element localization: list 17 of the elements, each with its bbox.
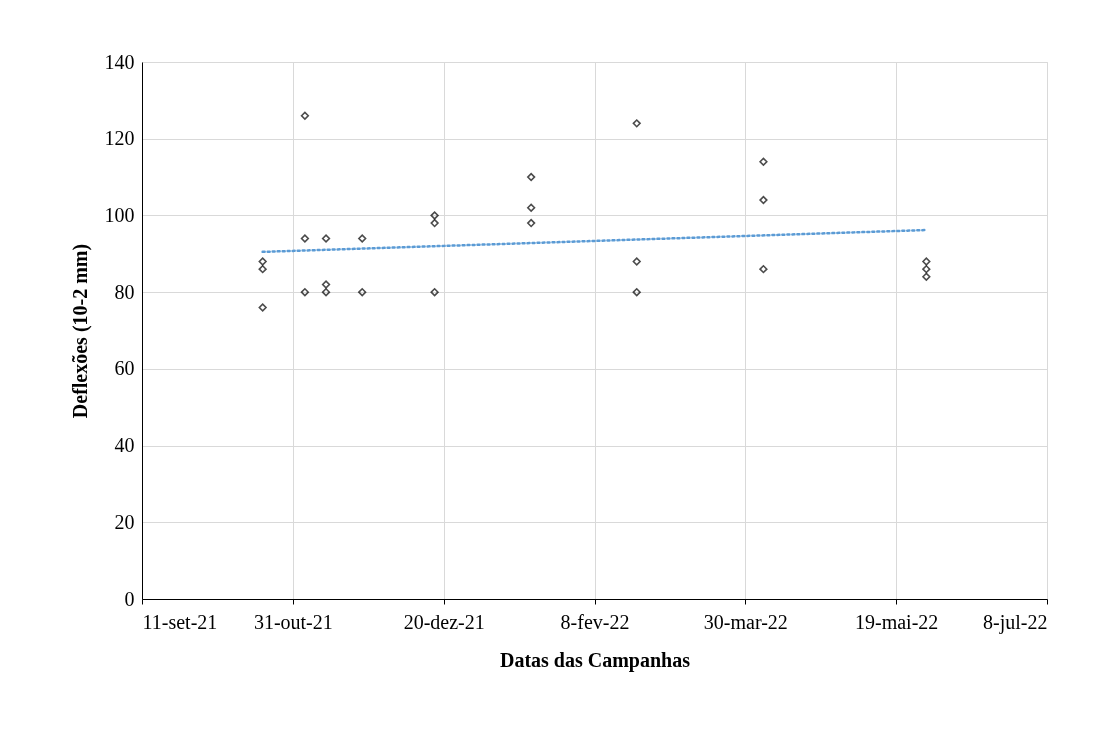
y-tick-label: 120	[104, 127, 135, 150]
y-tick-label: 80	[114, 280, 135, 303]
x-tick-label: 8-fev-22	[560, 610, 630, 633]
y-tick-label: 140	[104, 50, 135, 73]
x-tick-label: 30-mar-22	[703, 610, 788, 633]
x-tick-label: 31-out-21	[253, 610, 333, 633]
y-tick-label: 0	[124, 587, 135, 610]
y-tick-label: 20	[114, 510, 135, 533]
x-tick-label: 19-mai-22	[855, 610, 939, 633]
y-axis-title: Deflexões (10-2 mm)	[68, 243, 92, 419]
y-tick-label: 60	[114, 357, 135, 380]
x-axis-title: Datas das Campanhas	[499, 648, 691, 672]
y-tick-label: 100	[104, 203, 135, 226]
x-tick-label: 20-dez-21	[403, 610, 485, 633]
x-tick-label: 11-set-21	[142, 610, 218, 633]
y-tick-label: 40	[114, 434, 135, 457]
x-tick-label: 8-jul-22	[983, 610, 1048, 634]
